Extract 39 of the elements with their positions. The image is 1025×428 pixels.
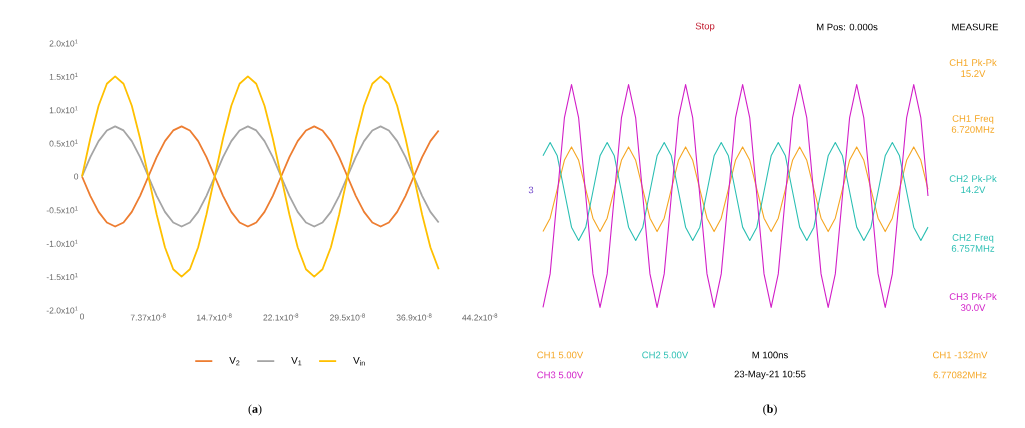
y-tick-label: -0.5x10$^{1}$ <box>46 206 78 214</box>
y-tick-label: 2.0x10$^{1}$ <box>49 39 78 47</box>
text: 3 <box>528 186 534 194</box>
y-tick-label: -2.0x10$^{1}$ <box>46 306 78 314</box>
text: CH1 Pk-Pk 15.2V <box>949 59 997 77</box>
text: M Pos: 0.000s <box>816 23 878 31</box>
text: CH2 5.00V <box>642 351 689 359</box>
y-tick-label: -1.5x10$^{1}$ <box>46 273 78 281</box>
x-tick-label: 22.1x10$^{-8}$ <box>263 313 299 321</box>
text: CH2 Pk-Pk 14.2V <box>949 175 997 193</box>
text: 6.77082MHz <box>933 371 987 379</box>
legend-label: V$_{1}$ <box>291 356 302 366</box>
text: CH3 5.00V <box>537 371 584 379</box>
x-tick-label: 29.5x10$^{-8}$ <box>330 313 365 321</box>
text: CH1 5.00V <box>537 351 584 359</box>
text: M 100ns <box>752 351 788 359</box>
x-tick-label: 0 <box>79 313 85 320</box>
legend-label: V$_{in}$ <box>353 356 365 366</box>
text: CH1 -132mV <box>933 351 988 359</box>
y-tick-label: 0 <box>74 173 79 180</box>
legend-label: V$_{2}$ <box>229 356 240 366</box>
y-tick-label: 1.5x10$^{1}$ <box>49 72 78 80</box>
text: (b) <box>763 404 777 416</box>
text: CH2 Freq 6.757MHz <box>951 234 995 252</box>
y-tick-label: 1.0x10$^{1}$ <box>49 106 78 114</box>
x-tick-label: 44.2x10$^{-8}$ <box>462 313 498 321</box>
text: CH1 Freq 6.720MHz <box>951 115 995 133</box>
x-tick-label: 14.7x10$^{-8}$ <box>197 313 232 321</box>
line-series <box>81 75 440 278</box>
y-tick-label: -1.0x10$^{1}$ <box>46 239 78 247</box>
text: Stop <box>695 22 715 32</box>
y-tick-label: 0.5x10$^{1}$ <box>49 139 78 147</box>
line-series <box>81 125 440 228</box>
text: (a) <box>248 404 262 416</box>
text: CH3 Pk-Pk 30.0V <box>949 293 997 311</box>
x-tick-label: 7.37x10$^{-8}$ <box>130 313 166 321</box>
x-tick-label: 36.9x10$^{-8}$ <box>396 313 432 321</box>
text: MEASURE <box>952 23 999 31</box>
text: 23-May-21 10:55 <box>734 370 806 380</box>
